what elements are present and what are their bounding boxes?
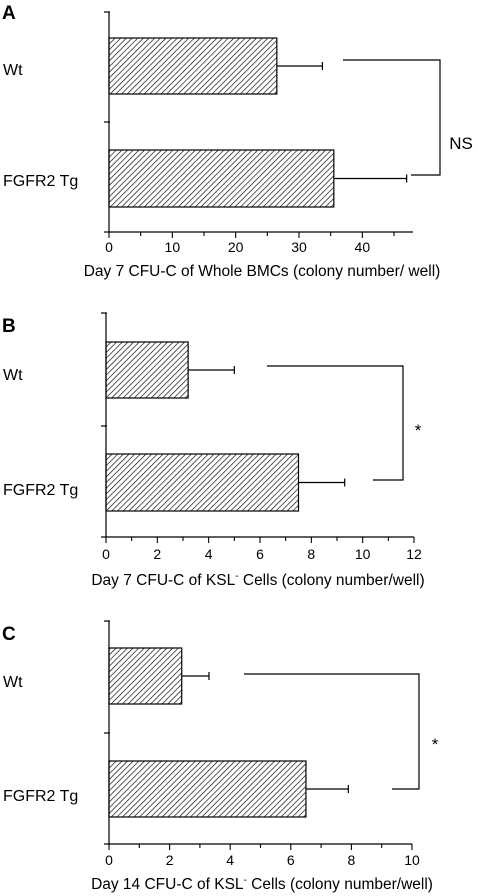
x-tick-label: 6: [256, 546, 264, 562]
significance-bracket: [343, 59, 441, 176]
bar-fgfr2: [108, 760, 307, 818]
significance-bracket: [267, 365, 404, 481]
x-tick-label: 6: [287, 852, 295, 868]
x-tick-label: 0: [102, 546, 110, 562]
x-tick-label: 4: [205, 546, 213, 562]
category-label-wt: Wt: [3, 674, 23, 691]
x-tick-label: 10: [404, 852, 420, 868]
x-tick-label: 40: [355, 239, 371, 255]
significance-bracket: [244, 673, 420, 790]
plot-area: 0 10 20 30 40: [104, 11, 441, 255]
bar-wt: [108, 647, 183, 705]
panel-letter: B: [2, 316, 16, 337]
x-axis-label: Day 7 CFU-C of KSL- Cells (colony number…: [91, 571, 424, 589]
bar-fgfr2: [105, 453, 300, 512]
category-label-fgfr2: FGFR2 Tg: [3, 482, 78, 499]
panel-letter: A: [2, 3, 16, 24]
x-tick-label: 0: [105, 239, 113, 255]
plot-area: 0 2 4 6 8 10: [104, 620, 420, 868]
x-tick-label: 10: [165, 239, 181, 255]
significance-label: NS: [449, 134, 473, 153]
x-tick-label: 2: [153, 546, 161, 562]
bar-wt: [105, 341, 189, 399]
category-label-wt: Wt: [3, 62, 23, 79]
panel-c: C Wt FGFR2 Tg 0 2 4 6 8 10 * Day 14 CFU-C of …: [2, 620, 439, 893]
bar-wt: [108, 37, 278, 95]
x-tick-label: 4: [226, 852, 234, 868]
x-axis-label: Day 7 CFU-C of Whole BMCs (colony number…: [84, 263, 441, 280]
category-label-wt: Wt: [3, 367, 23, 384]
category-label-fgfr2: FGFR2 Tg: [3, 173, 78, 190]
x-tick-label: 2: [166, 852, 174, 868]
panel-b: B Wt FGFR2 Tg 0 2 4 6 8 10 12 * Day 7 CFU-C of…: [2, 312, 425, 589]
significance-label: *: [415, 421, 422, 440]
plot-area: 0 2 4 6 8 10 12: [101, 312, 422, 562]
x-tick-label: 8: [348, 852, 356, 868]
panel-a: A Wt FGFR2 Tg 0 10 20 30 40 NS Day 7 CFU-C o…: [2, 3, 473, 280]
x-tick-label: 8: [307, 546, 315, 562]
x-tick-label: 20: [228, 239, 244, 255]
x-tick-label: 10: [355, 546, 371, 562]
bar-fgfr2: [108, 149, 335, 208]
x-tick-label: 30: [291, 239, 307, 255]
x-tick-label: 12: [406, 546, 422, 562]
significance-label: *: [432, 735, 439, 754]
x-tick-label: 0: [105, 852, 113, 868]
panel-letter: C: [2, 624, 16, 645]
x-axis-label: Day 14 CFU-C of KSL- Cells (colony numbe…: [91, 875, 433, 893]
category-label-fgfr2: FGFR2 Tg: [3, 788, 78, 805]
